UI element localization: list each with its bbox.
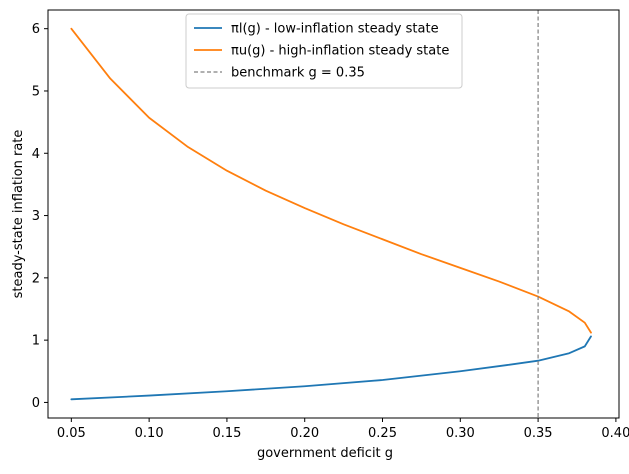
legend-label: benchmark g = 0.35 — [231, 66, 365, 81]
x-tick-label: 0.40 — [601, 426, 629, 441]
x-tick-label: 0.05 — [57, 426, 86, 441]
y-tick-label: 6 — [32, 22, 40, 37]
y-tick-label: 4 — [32, 147, 40, 162]
x-tick-label: 0.20 — [290, 426, 319, 441]
x-tick-label: 0.30 — [446, 426, 475, 441]
legend-box — [185, 13, 463, 89]
y-tick-label: 5 — [32, 84, 40, 99]
legend-label: πl(g) - low-inflation steady state — [231, 22, 439, 37]
y-tick-label: 2 — [32, 271, 40, 286]
legend-label: πu(g) - high-inflation steady state — [231, 44, 449, 59]
plot-frame — [47, 9, 620, 419]
x-axis-label: government deficit g — [257, 446, 393, 461]
x-tick-label: 0.10 — [135, 426, 164, 441]
y-axis-label: steady-state inflation rate — [11, 130, 26, 299]
series-line-high-inflation — [70, 27, 592, 334]
x-tick-label: 0.15 — [212, 426, 241, 441]
x-tick-label: 0.35 — [524, 426, 553, 441]
y-tick-label: 1 — [32, 334, 40, 349]
series-line-low-inflation — [70, 335, 592, 401]
legend: πl(g) - low-inflation steady state πu(g) … — [185, 13, 463, 89]
y-tick-label: 0 — [32, 396, 40, 411]
y-tick-label: 3 — [32, 209, 40, 224]
x-tick-label: 0.25 — [368, 426, 397, 441]
